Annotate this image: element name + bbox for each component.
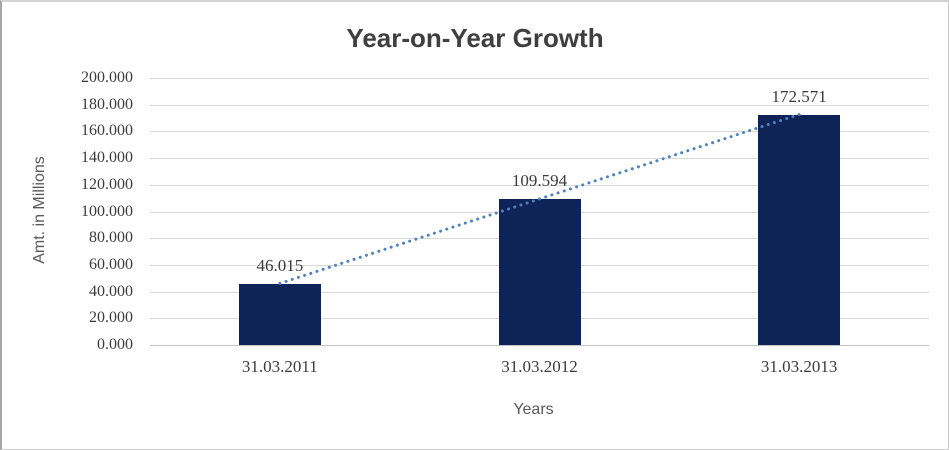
y-tick-label: 180.000 [81,95,133,113]
x-axis-title: Years [513,401,554,418]
y-tick-label: 60.000 [89,255,133,273]
y-tick-label: 140.000 [81,149,133,167]
y-tick-label: 0.000 [97,336,133,353]
x-tick-label: 31.03.2013 [760,357,838,376]
y-tick-label: 40.000 [89,282,133,300]
x-tick-label: 31.03.2011 [241,357,318,376]
gridline [150,78,929,79]
x-axis-line [150,345,929,346]
bar-31.03.2011[interactable] [238,283,321,345]
gridline [150,104,929,106]
y-tick-label: 20.000 [89,309,133,327]
y-tick-label: 80.000 [89,229,133,247]
y-tick-label: 120.000 [81,175,133,193]
x-tick-label: 31.03.2012 [501,357,578,376]
y-tick-label: 160.000 [81,122,133,140]
bar-data-label: 46.015 [256,255,304,275]
bar-31.03.2013[interactable] [758,114,841,345]
y-tick-label: 100.000 [81,202,133,220]
bar-data-label: 109.594 [511,170,568,190]
bar-31.03.2012[interactable] [498,198,581,345]
y-tick-label: 200.000 [81,69,133,86]
bar-data-label: 172.571 [771,86,827,106]
chart-title: Year-on-Year Growth [346,23,604,53]
